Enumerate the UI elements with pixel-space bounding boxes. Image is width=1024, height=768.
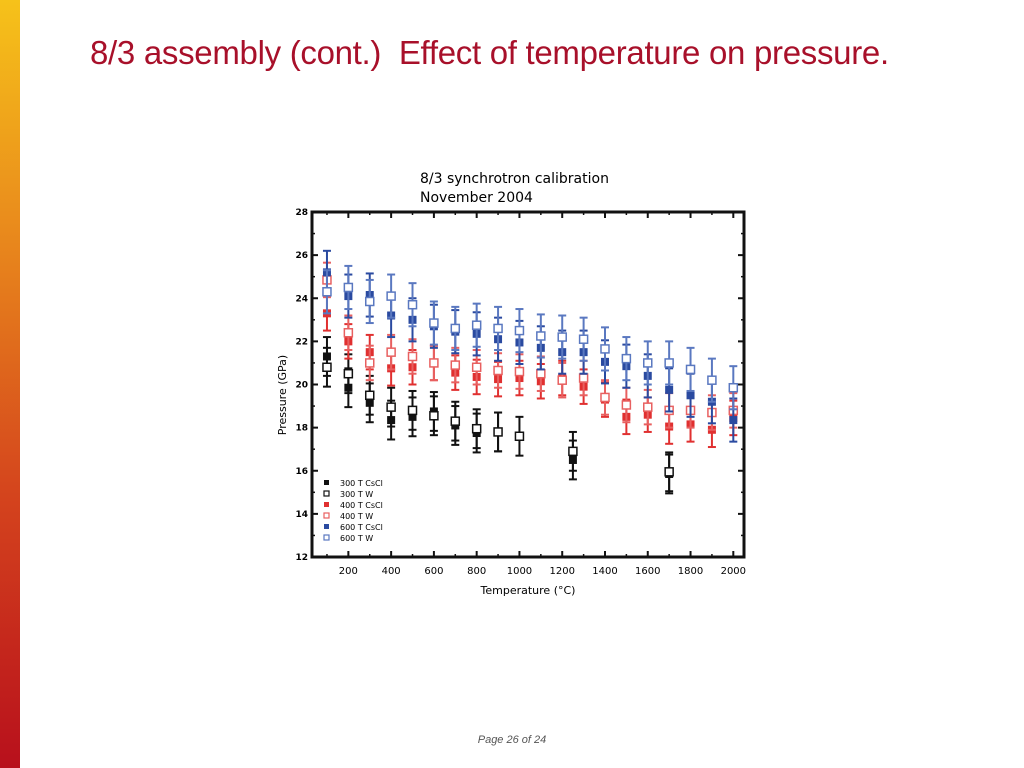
data-point	[471, 320, 482, 330]
data-point	[665, 385, 674, 394]
data-point	[386, 402, 396, 412]
y-tick-label: 24	[295, 294, 308, 304]
legend-label: 400 T W	[340, 512, 373, 521]
legend-marker	[323, 512, 330, 519]
y-tick-label: 14	[295, 510, 308, 520]
data-point	[364, 390, 375, 401]
legend-label: 600 T CsCl	[340, 523, 383, 532]
data-point	[450, 360, 461, 370]
data-point	[364, 358, 375, 368]
data-point	[578, 373, 589, 383]
data-point	[600, 392, 610, 403]
data-point	[407, 299, 418, 310]
x-tick-label: 400	[382, 566, 401, 577]
data-point	[386, 347, 396, 357]
data-point	[729, 416, 738, 425]
data-point	[364, 296, 375, 307]
legend-label: 300 T W	[340, 490, 373, 499]
slide-accent-bar	[0, 0, 20, 768]
data-point	[707, 375, 717, 385]
legend-marker	[324, 502, 329, 507]
chart-subtitle: November 2004	[420, 190, 533, 206]
x-tick-label: 200	[339, 566, 358, 577]
y-tick-label: 26	[295, 251, 308, 261]
data-point	[471, 362, 482, 372]
data-point	[450, 323, 461, 334]
legend-marker	[323, 490, 330, 497]
data-point	[407, 405, 418, 416]
slide-title: 8/3 assembly (cont.) Effect of temperatu…	[90, 34, 889, 71]
data-point	[643, 402, 653, 412]
data-point	[493, 427, 503, 437]
x-tick-label: 2000	[721, 566, 746, 577]
x-axis-label: Temperature (°C)	[480, 584, 576, 597]
x-tick-label: 1800	[678, 566, 703, 577]
x-tick-label: 1000	[507, 566, 532, 577]
data-point	[429, 318, 439, 328]
y-axis-label: Pressure (GPa)	[276, 355, 289, 435]
legend-label: 300 T CsCl	[340, 479, 383, 488]
data-point	[536, 331, 546, 341]
legend-label: 400 T CsCl	[340, 501, 383, 510]
data-point	[493, 323, 503, 334]
data-point	[664, 358, 674, 368]
data-point	[322, 362, 332, 372]
data-point	[621, 400, 632, 410]
x-tick-label: 1400	[592, 566, 617, 577]
x-tick-label: 600	[424, 566, 443, 577]
x-tick-label: 1200	[549, 566, 574, 577]
data-point	[685, 364, 696, 375]
data-point	[343, 368, 354, 379]
y-tick-label: 18	[295, 424, 308, 434]
data-point	[664, 467, 674, 477]
y-tick-label: 28	[295, 208, 308, 218]
y-tick-label: 22	[295, 337, 308, 347]
x-tick-label: 800	[467, 566, 486, 577]
y-tick-label: 16	[295, 467, 308, 477]
data-point	[450, 416, 461, 426]
data-point	[557, 375, 567, 385]
data-point	[557, 332, 567, 342]
data-point	[514, 366, 525, 377]
data-point	[728, 382, 739, 393]
legend-marker	[323, 534, 330, 541]
data-point	[514, 325, 525, 336]
data-point	[568, 446, 578, 457]
legend-label: 600 T W	[340, 534, 373, 543]
data-point	[493, 365, 503, 376]
data-point	[386, 291, 396, 301]
data-point	[514, 431, 525, 441]
data-point	[429, 411, 439, 421]
data-point	[429, 358, 439, 368]
y-tick-label: 20	[295, 381, 308, 391]
y-tick-label: 12	[295, 553, 308, 563]
data-point	[343, 328, 354, 338]
page-number: Page 26 of 24	[477, 734, 547, 746]
legend-marker	[324, 480, 329, 485]
chart-title: 8/3 synchrotron calibration	[420, 171, 609, 187]
data-point	[536, 368, 546, 379]
data-point	[686, 391, 695, 400]
data-point	[407, 351, 418, 362]
data-point	[343, 282, 354, 293]
legend-marker	[324, 524, 329, 529]
data-point	[578, 334, 589, 344]
data-point	[600, 344, 610, 354]
x-tick-label: 1600	[635, 566, 660, 577]
data-point	[621, 353, 632, 364]
data-point	[471, 423, 482, 434]
data-point	[643, 358, 653, 368]
data-point	[322, 287, 332, 297]
